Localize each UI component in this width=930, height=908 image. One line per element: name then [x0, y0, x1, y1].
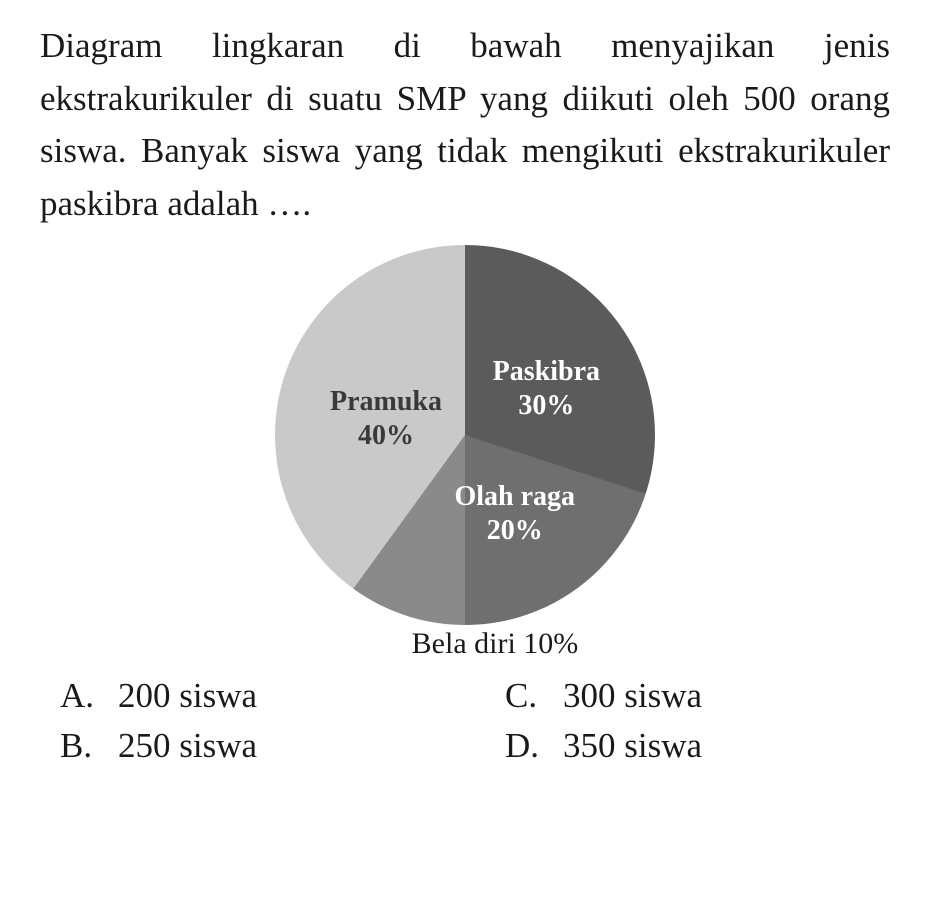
slice-name: Paskibra: [493, 356, 600, 387]
slice-label-pramuka: Pramuka 40%: [330, 385, 442, 452]
slice-label-beladiri: Bela diri 10%: [275, 627, 655, 661]
answer-letter: A.: [60, 676, 100, 716]
answer-text: 300 siswa: [563, 676, 702, 716]
slice-name: Olah raga: [454, 481, 575, 512]
slice-percent: 30%: [518, 390, 574, 421]
pie-chart: Pramuka 40% Paskibra 30% Olah raga 20%: [275, 245, 655, 625]
answer-text: 350 siswa: [563, 726, 702, 766]
answer-letter: D.: [505, 726, 545, 766]
answer-option-a: A. 200 siswa: [60, 676, 445, 716]
slice-percent: 20%: [487, 515, 543, 546]
answer-letter: C.: [505, 676, 545, 716]
answer-text: 250 siswa: [118, 726, 257, 766]
slice-percent: 40%: [358, 420, 414, 451]
answer-text: 200 siswa: [118, 676, 257, 716]
answer-options: A. 200 siswa C. 300 siswa B. 250 siswa D…: [40, 676, 890, 766]
answer-option-d: D. 350 siswa: [505, 726, 890, 766]
pie-chart-container: Pramuka 40% Paskibra 30% Olah raga 20% B…: [40, 245, 890, 661]
answer-option-c: C. 300 siswa: [505, 676, 890, 716]
slice-label-olahraga: Olah raga 20%: [454, 480, 575, 547]
answer-option-b: B. 250 siswa: [60, 726, 445, 766]
slice-label-paskibra: Paskibra 30%: [493, 355, 600, 422]
slice-name: Pramuka: [330, 386, 442, 417]
answer-letter: B.: [60, 726, 100, 766]
question-text: Diagram lingkaran di bawah menyajikan je…: [40, 20, 890, 230]
